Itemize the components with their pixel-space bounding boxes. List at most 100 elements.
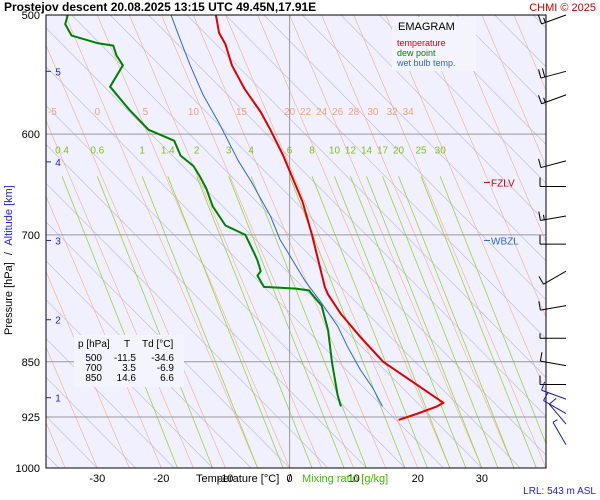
fzlv-label: FZLV	[491, 178, 515, 189]
wind-barb-flag	[541, 381, 546, 391]
isotherm-line	[46, 270, 130, 468]
pressure-tick-label: 850	[22, 357, 40, 369]
isotherm-line	[321, 15, 515, 468]
dry-adiabat-line	[186, 15, 546, 378]
dewpoint-line	[64, 15, 342, 407]
wind-barb	[552, 419, 567, 445]
isotherm-value-label: 15	[236, 107, 248, 118]
mixing-ratio-value-label: 0.4	[55, 145, 69, 156]
temperature-tick-label: -10	[218, 473, 234, 485]
isotherm-value-label: -5	[48, 107, 57, 118]
mixing-ratio-line	[420, 176, 537, 468]
summary-header-temp: T	[124, 339, 130, 350]
summary-row-500-td: -34.6	[151, 353, 174, 364]
copyright-label: CHMI © 2025	[529, 2, 596, 14]
summary-row-850-td: 6.6	[160, 373, 174, 384]
wind-barb-shaft	[548, 403, 567, 425]
mixing-ratio-value-label: 1.4	[161, 145, 175, 156]
dry-adiabat-line	[46, 105, 406, 468]
isotherm-value-label: 22	[300, 107, 312, 118]
wind-barb-flag	[538, 276, 544, 285]
label-layer: -5 0 5 10 15 20 22 24 26 28 30 32 340.4 0.6 1 1.4 2 3 4 6 8 1…	[48, 107, 519, 247]
temperature-line	[214, 15, 445, 421]
mixing-ratio-line	[250, 176, 367, 468]
mixing-ratio-value-label: 30	[435, 145, 447, 156]
wind-barb-half-flag	[542, 214, 545, 220]
isotherm-value-label: 0	[95, 107, 101, 118]
isotherm-value-label: 20	[284, 107, 296, 118]
wind-barb-flag	[543, 392, 549, 401]
mixing-ratio-value-label: 1	[139, 145, 145, 156]
isotherm-line	[46, 44, 226, 468]
mixing-ratio-line	[382, 176, 499, 468]
isotherm-line	[481, 15, 546, 167]
mixing-ratio-line	[196, 176, 313, 468]
summary-row-700-t: 3.5	[122, 363, 136, 374]
wind-barb	[538, 68, 567, 79]
isotherm-line	[289, 15, 483, 468]
wind-barb	[538, 94, 567, 105]
wind-barb-shaft	[552, 421, 567, 445]
mixing-ratio-value-label: 10	[329, 145, 341, 156]
legend-background	[392, 17, 476, 71]
wetbulb-line	[170, 15, 383, 407]
wind-barb	[538, 270, 567, 285]
mixing-ratio-value-label: 14	[361, 145, 373, 156]
wind-barb-shaft	[541, 389, 567, 400]
mixing-ratio-line	[311, 176, 428, 468]
wind-barb-column	[538, 14, 567, 445]
isotherm-line	[225, 15, 419, 468]
summary-row-500-p: 500	[85, 353, 102, 364]
legend-item-temperature: temperature	[397, 38, 446, 48]
dry-adiabat-line	[456, 15, 546, 107]
dry-adiabat-line	[572, 15, 600, 468]
wind-barb-flag	[548, 397, 557, 405]
mixing-ratio-line	[96, 176, 214, 468]
wind-barb	[539, 375, 566, 385]
wind-barb-flag	[541, 68, 546, 78]
wbzl-label: WBZL	[491, 236, 519, 247]
altitude-tick-label: 4	[55, 158, 61, 169]
y-axis-label-separator: /	[3, 251, 15, 255]
data-layer	[64, 15, 445, 421]
temperature-tick-label: 30	[476, 473, 488, 485]
y-axis-title: Pressure [hPa] / Altitude [km]	[3, 185, 15, 335]
wind-barb-flag	[538, 211, 541, 221]
mixing-ratio-line	[141, 176, 258, 468]
wind-barb	[539, 177, 566, 187]
wind-barb	[538, 211, 567, 221]
x-axis-title: Temperature [°C] / Mixing ratio [g/kg]	[196, 473, 388, 485]
isotherm-value-label: 5	[143, 107, 149, 118]
altitude-tick-label: 5	[55, 67, 61, 78]
dry-adiabat-line	[302, 15, 546, 262]
summary-row-850-p: 850	[85, 373, 102, 384]
isotherm-line	[64, 15, 258, 468]
mixing-ratio-line	[228, 176, 345, 468]
temperature-tick-label: 20	[412, 473, 424, 485]
summary-row-850-t: 14.6	[117, 373, 137, 384]
mixing-ratio-value-label: 12	[345, 145, 357, 156]
wind-barb-shaft	[540, 160, 567, 169]
wind-barb-shaft	[543, 270, 567, 285]
dry-adiabat-line	[71, 15, 521, 468]
dry-adiabat-line	[379, 15, 546, 184]
wind-barb	[543, 392, 567, 414]
dry-adiabat-line	[46, 144, 367, 468]
isotherm-value-label: 10	[188, 107, 200, 118]
mixing-ratio-line	[439, 176, 546, 445]
isotherm-line	[0, 15, 1, 468]
altitude-tick-label: 1	[55, 394, 61, 405]
wind-barb-shaft	[541, 94, 567, 105]
mixing-ratio-value-label: 4	[248, 145, 254, 156]
wind-barb-flag	[538, 158, 542, 168]
summary-header-dewpoint: Td [°C]	[142, 339, 173, 350]
wind-barb-shaft	[543, 400, 567, 414]
summary-header-pressure: p [hPa]	[78, 339, 110, 350]
mixing-ratio-line	[61, 176, 178, 468]
mixing-ratio-value-label: 8	[309, 145, 315, 156]
pressure-tick-label: 600	[22, 129, 40, 141]
temperature-tick-label: 10	[348, 473, 360, 485]
temperature-tick-label: 0	[287, 473, 293, 485]
x-axis-label-mixing: Mixing ratio [g/kg]	[302, 473, 388, 485]
